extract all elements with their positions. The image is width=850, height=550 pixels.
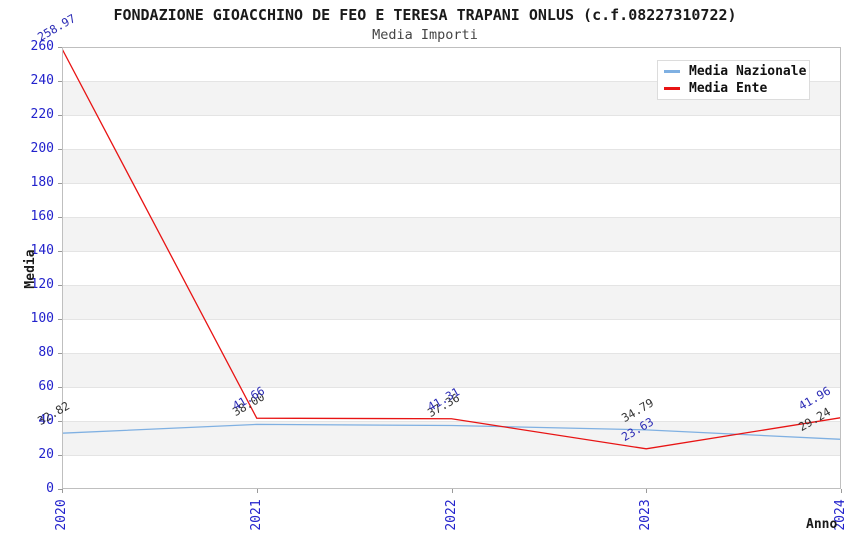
plot-band <box>62 353 841 388</box>
legend-label-media-nazionale: Media Nazionale <box>689 64 807 79</box>
plot-border <box>62 47 841 489</box>
x-axis-title: Anno <box>806 517 838 532</box>
y-tick-mark <box>58 81 62 82</box>
chart-title: FONDAZIONE GIOACCHINO DE FEO E TERESA TR… <box>113 6 737 24</box>
y-tick-label: 100 <box>30 311 54 326</box>
y-tick-mark <box>58 319 62 320</box>
x-tick-mark <box>451 489 453 493</box>
y-tick-mark <box>58 115 62 116</box>
plot-band <box>62 149 841 184</box>
y-tick-label: 120 <box>30 277 54 292</box>
x-tick-mark <box>256 489 258 493</box>
plot-band <box>62 285 841 320</box>
y-tick-label: 180 <box>30 175 54 190</box>
legend-item-media-ente: Media Ente <box>658 80 809 97</box>
x-tick-mark <box>841 489 842 493</box>
chart-subtitle: Media Importi <box>372 27 478 43</box>
x-tick-label: 2021 <box>248 499 264 531</box>
y-tick-label: 40 <box>38 413 54 428</box>
y-tick-label: 240 <box>30 73 54 88</box>
y-tick-mark <box>58 149 62 150</box>
y-tick-mark <box>58 489 62 490</box>
plot-band <box>62 217 841 252</box>
y-tick-label: 20 <box>38 447 54 462</box>
y-tick-mark <box>58 183 62 184</box>
y-tick-mark <box>58 455 62 456</box>
y-tick-label: 160 <box>30 209 54 224</box>
y-tick-mark <box>58 251 62 252</box>
legend: Media Nazionale Media Ente <box>657 60 810 100</box>
x-tick-mark <box>62 489 63 493</box>
plot-canvas <box>62 47 841 489</box>
y-tick-label: 220 <box>30 107 54 122</box>
y-tick-label: 0 <box>46 481 54 496</box>
y-tick-mark <box>58 387 62 388</box>
y-tick-mark <box>58 217 62 218</box>
y-tick-mark <box>58 353 62 354</box>
y-tick-mark <box>58 285 62 286</box>
media-ente-line-swatch <box>664 87 680 90</box>
y-tick-label: 260 <box>30 39 54 54</box>
series-line-media-nazionale <box>62 423 841 440</box>
legend-item-media-nazionale: Media Nazionale <box>658 63 809 80</box>
x-tick-label: 2023 <box>638 499 654 531</box>
y-tick-mark <box>58 421 62 422</box>
y-tick-label: 80 <box>38 345 54 360</box>
x-tick-label: 2022 <box>443 499 459 531</box>
plot-band <box>62 421 841 456</box>
media-nazionale-line-swatch <box>664 70 680 73</box>
y-tick-label: 140 <box>30 243 54 258</box>
y-axis-title: Media <box>23 249 38 289</box>
x-tick-mark <box>646 489 648 493</box>
y-tick-mark <box>58 47 62 48</box>
y-tick-label: 60 <box>38 379 54 394</box>
plot-area <box>62 47 841 489</box>
y-tick-label: 200 <box>30 141 54 156</box>
series-line-media-ente <box>62 48 841 450</box>
x-tick-label: 2020 <box>54 499 69 531</box>
legend-label-media-ente: Media Ente <box>689 81 768 96</box>
